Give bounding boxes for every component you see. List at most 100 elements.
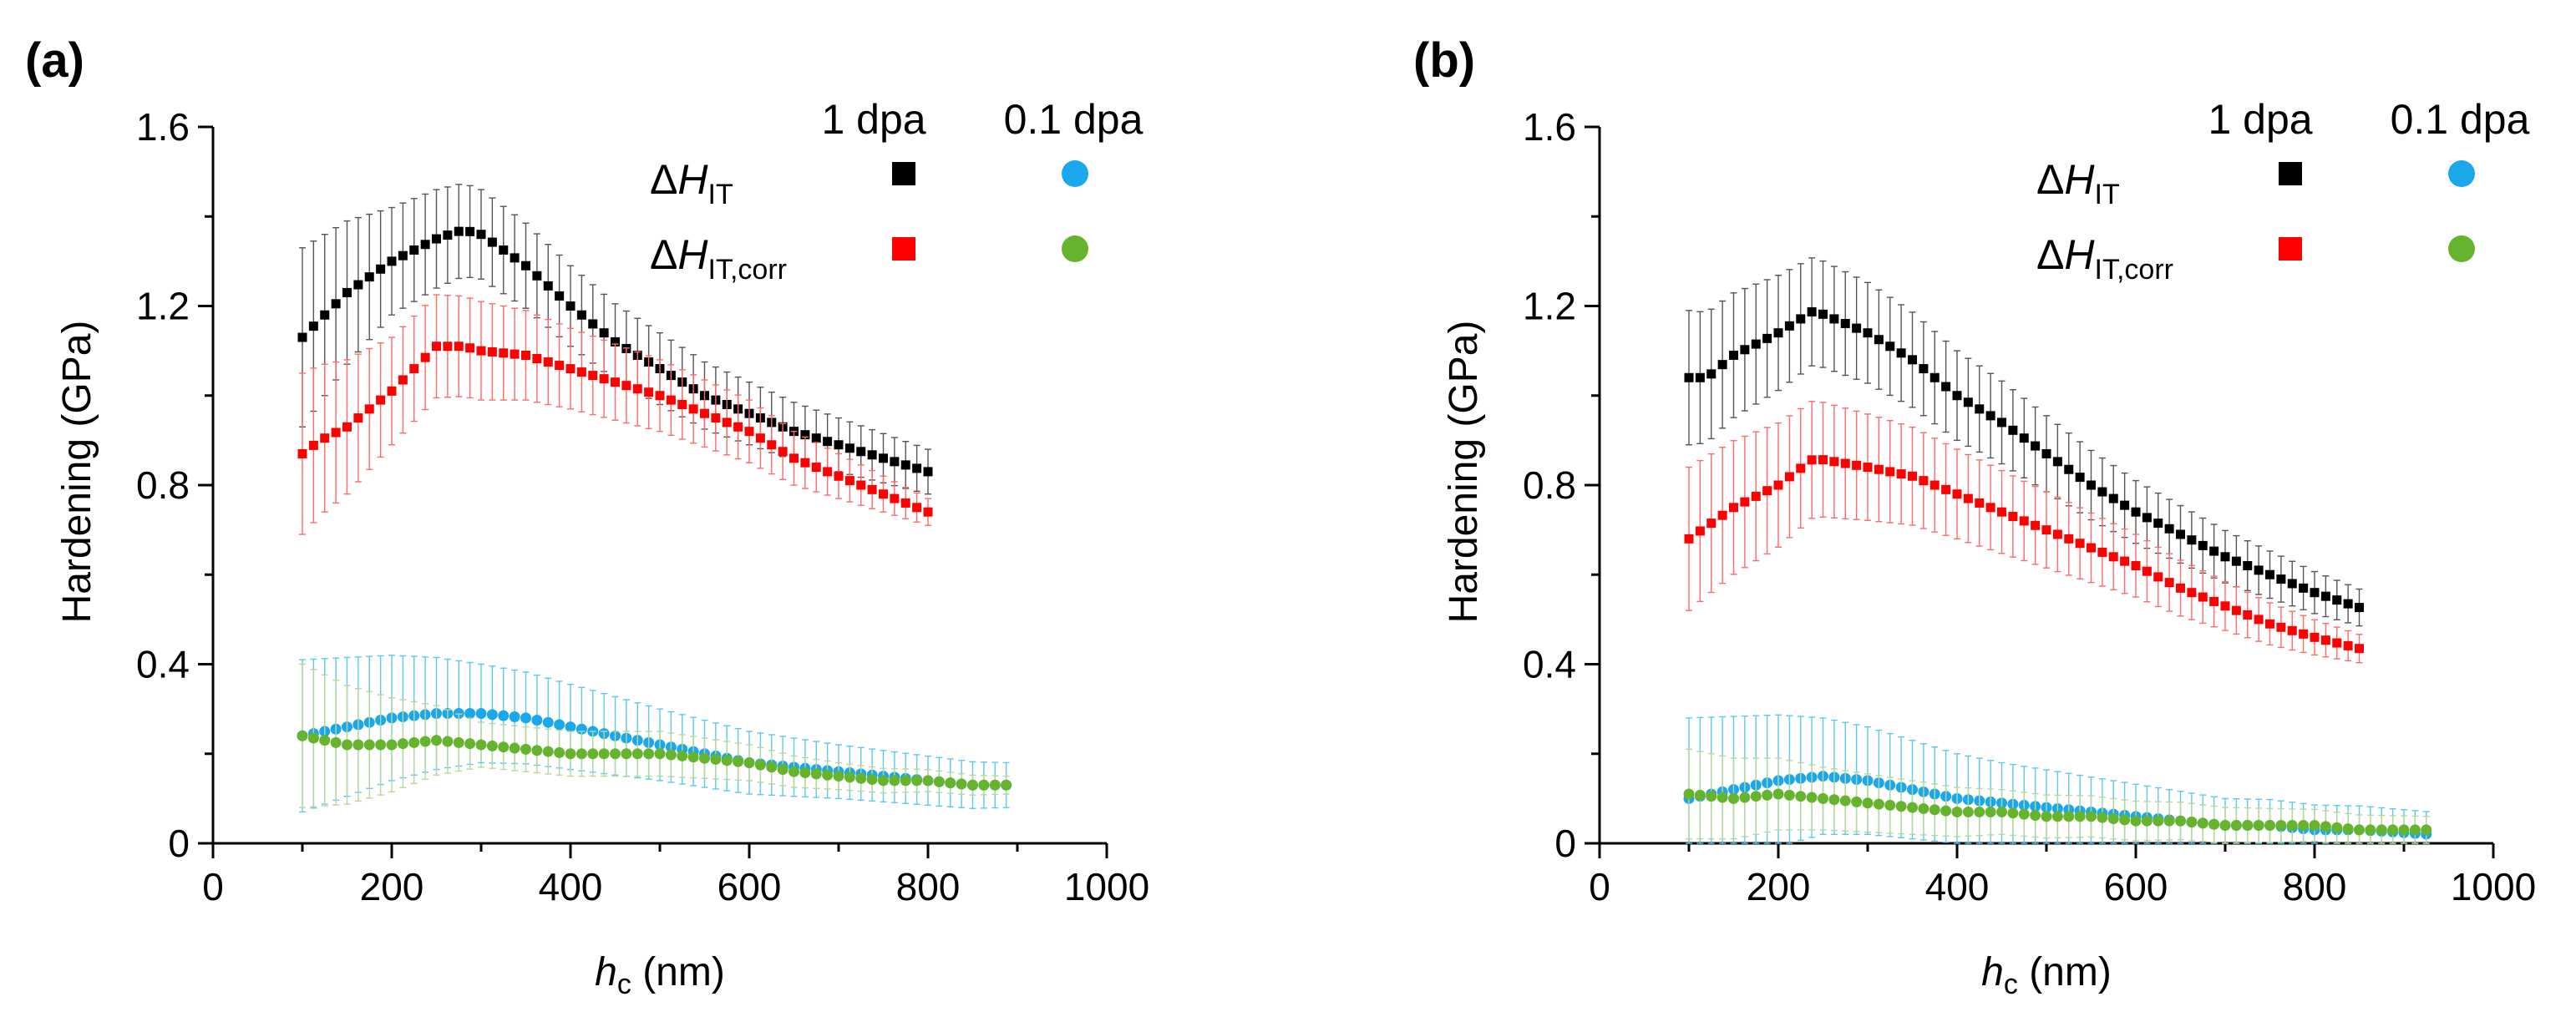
data-point — [2008, 425, 2018, 435]
data-point — [2131, 507, 2141, 517]
legend-a-delta: Δ — [650, 156, 677, 203]
data-point — [2141, 815, 2153, 827]
x-tick-label: 200 — [1747, 865, 1811, 908]
series-1 — [1684, 401, 2364, 664]
markers — [1684, 455, 2364, 654]
legend-a-row-hitcorr: ΔHIT,corr — [650, 231, 787, 286]
data-point — [419, 736, 431, 747]
data-point — [432, 341, 441, 352]
data-point — [666, 395, 676, 405]
data-point — [1852, 323, 1862, 333]
data-point — [1728, 792, 1739, 804]
legend-b-sub-it: IT — [2095, 179, 2120, 210]
data-point — [978, 779, 990, 791]
data-point — [420, 352, 430, 362]
data-point — [878, 775, 889, 787]
data-point — [319, 735, 331, 746]
data-point — [2243, 561, 2253, 571]
data-point — [2108, 552, 2118, 562]
data-point — [420, 240, 430, 250]
data-point — [1717, 510, 1727, 520]
data-point — [1783, 789, 1795, 801]
data-point — [2187, 535, 2197, 545]
data-point — [1740, 497, 1750, 507]
data-point — [1963, 493, 1973, 503]
data-point — [487, 347, 497, 357]
data-point — [1952, 489, 1962, 499]
data-point — [475, 707, 487, 719]
y-tick-label: 1.2 — [1523, 285, 1576, 328]
x-tick-label: 0 — [202, 865, 224, 908]
data-point — [2310, 588, 2320, 598]
legend-b-marker-green-circle — [2448, 235, 2475, 262]
legend-a-delta2: Δ — [650, 231, 677, 278]
data-point — [2063, 811, 2075, 822]
x-tick-label: 400 — [539, 865, 603, 908]
data-point — [1795, 791, 1807, 802]
y-tick-label: 0.4 — [1523, 643, 1576, 686]
data-point — [1975, 404, 1985, 414]
data-point — [1739, 792, 1751, 803]
data-point — [2254, 615, 2264, 625]
data-point — [2041, 811, 2052, 822]
data-point — [867, 484, 877, 494]
data-point — [352, 739, 364, 751]
data-point — [687, 751, 699, 763]
data-point — [2176, 583, 2185, 593]
series-0 — [1684, 257, 2364, 627]
data-point — [397, 738, 408, 750]
data-point — [922, 775, 934, 787]
data-point — [856, 447, 866, 457]
error-bars — [299, 655, 1010, 813]
data-point — [856, 480, 866, 490]
data-point — [1918, 802, 1929, 814]
data-point — [890, 493, 900, 503]
data-point — [353, 413, 363, 423]
data-point — [700, 408, 709, 418]
data-point — [844, 476, 854, 486]
data-point — [1706, 369, 1716, 379]
data-point — [543, 357, 553, 367]
data-point — [2164, 578, 2174, 588]
data-point — [722, 417, 732, 427]
data-point — [989, 779, 1001, 791]
data-point — [677, 399, 687, 409]
data-point — [688, 404, 698, 414]
data-point — [1873, 798, 1884, 810]
data-point — [1684, 372, 1694, 382]
data-point — [1750, 791, 1762, 802]
data-point — [2187, 588, 2197, 598]
data-point — [2153, 815, 2164, 827]
data-point — [2275, 820, 2287, 832]
panel-a-xlabel-sub: c — [617, 969, 631, 1000]
data-point — [1997, 417, 2006, 427]
error-bars — [299, 663, 1010, 808]
data-point — [1997, 507, 2006, 517]
y-tick-label: 1.6 — [1523, 105, 1576, 149]
data-point — [398, 375, 408, 385]
data-point — [789, 453, 799, 463]
data-point — [855, 772, 867, 784]
data-point — [631, 748, 643, 760]
legend-a-h: H — [677, 156, 708, 203]
data-point — [454, 226, 464, 236]
data-point — [509, 742, 520, 754]
data-point — [2176, 529, 2185, 539]
data-point — [2075, 539, 2085, 549]
data-point — [531, 745, 543, 756]
data-point — [576, 748, 587, 760]
data-point — [320, 310, 330, 320]
data-point — [1706, 519, 1716, 529]
data-point — [611, 336, 620, 347]
data-point — [711, 413, 721, 423]
data-point — [956, 778, 967, 790]
markers — [1684, 307, 2364, 613]
data-point — [342, 739, 352, 751]
legend-b-marker-black-square — [2279, 162, 2302, 185]
data-point — [2142, 513, 2152, 523]
x-tick-label: 1000 — [1064, 865, 1149, 908]
x-tick-label: 600 — [718, 865, 782, 908]
data-point — [2051, 811, 2063, 822]
data-point — [588, 371, 598, 381]
data-point — [665, 749, 677, 761]
